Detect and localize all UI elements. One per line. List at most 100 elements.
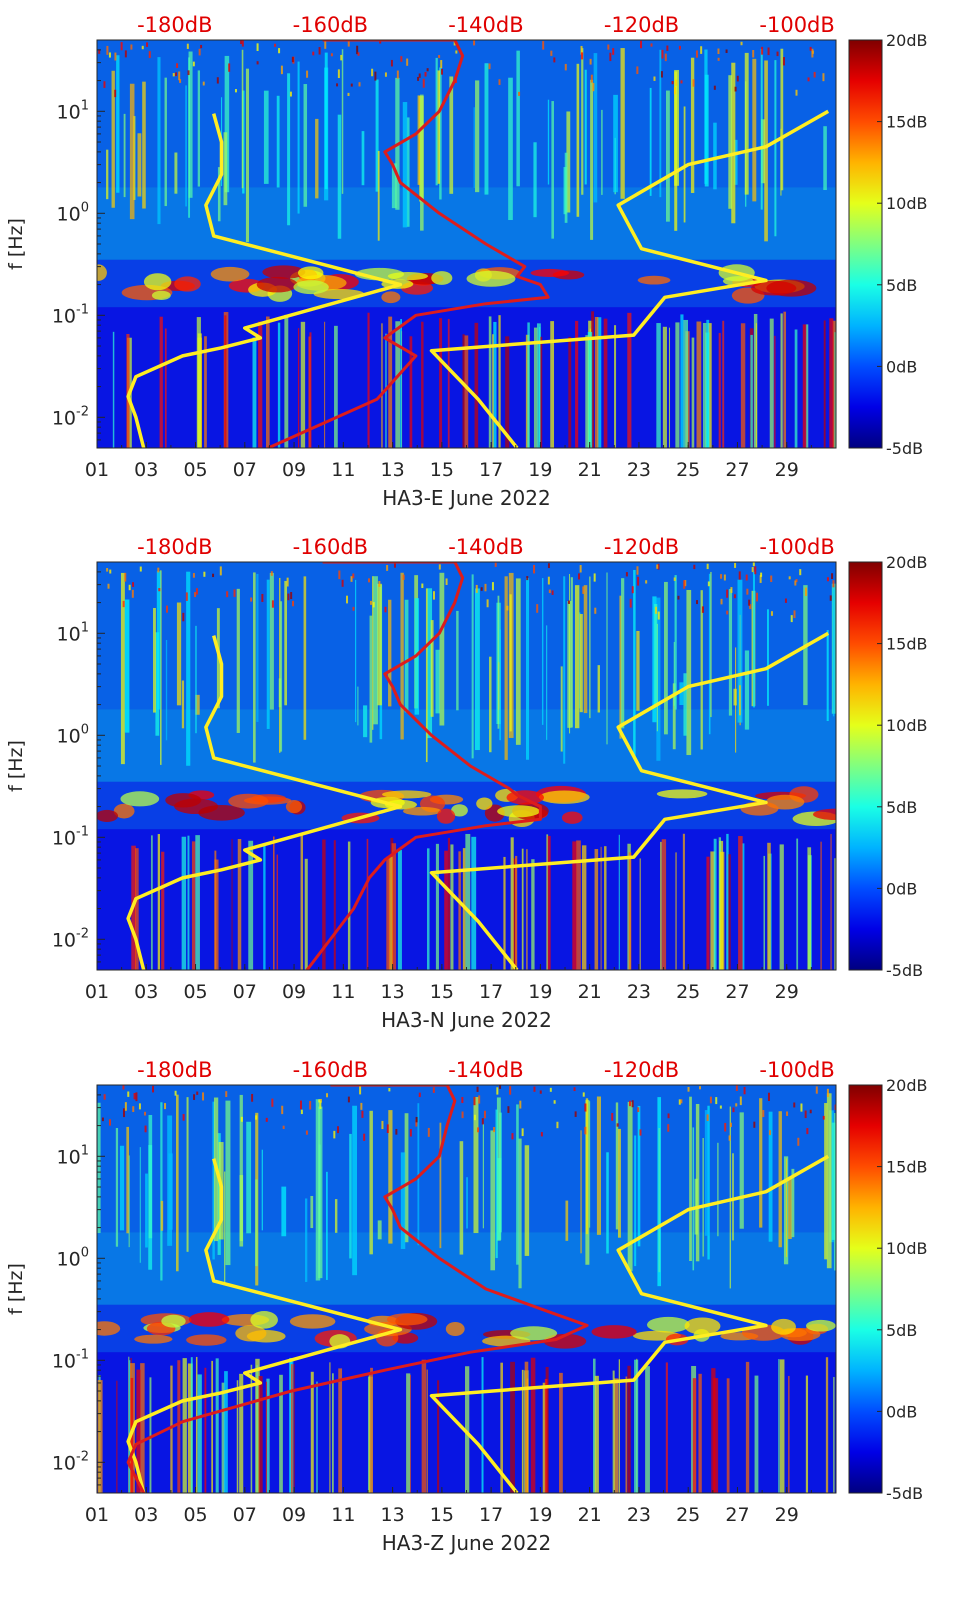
x-tick-label: 21 [578, 459, 602, 481]
top-axis-tick-label: -180dB [137, 535, 212, 559]
curve-psd-median [305, 562, 542, 970]
x-tick-label: 17 [479, 459, 503, 481]
top-axis-tick-label: -140dB [448, 1058, 523, 1082]
colorbar [848, 1084, 883, 1494]
x-tick-label: 23 [627, 459, 651, 481]
x-tick-label: 07 [233, 459, 257, 481]
colorbar-tick-label: 20dB [886, 553, 928, 572]
y-axis-label: f [Hz] [5, 1263, 27, 1315]
y-tick-label: 10-1 [52, 824, 89, 849]
y-tick-label: 100 [57, 1245, 89, 1270]
curve-low-noise-model [126, 1158, 403, 1493]
x-tick-label: 03 [134, 981, 158, 1003]
top-axis-tick-label: -160dB [293, 13, 368, 37]
x-tick-label: 17 [479, 1504, 503, 1526]
x-tick-label: 15 [430, 981, 454, 1003]
colorbar-tick-label: 10dB [886, 1239, 928, 1258]
panel-n: 01 03 05 07 09 11 13 15 17 19 21 23 25 27 29 HA3-N June… [5, 535, 928, 1032]
top-axis-tick-label: -120dB [604, 535, 679, 559]
x-tick-label: 09 [282, 1504, 306, 1526]
x-tick-label: 27 [725, 459, 749, 481]
top-axis-tick-label: -160dB [293, 535, 368, 559]
x-tick-label: 11 [331, 981, 355, 1003]
colorbar-tick-label: -5dB [886, 961, 923, 980]
top-axis-tick-label: -100dB [759, 1058, 834, 1082]
x-axis-label: HA3-Z June 2022 [382, 1531, 552, 1555]
y-tick-label: 101 [57, 1143, 89, 1168]
x-tick-label: 23 [627, 981, 651, 1003]
x-tick-label: 19 [528, 459, 552, 481]
top-axis-tick-label: -120dB [604, 13, 679, 37]
x-tick-label: 05 [183, 459, 207, 481]
y-tick-label: 10-1 [52, 1347, 89, 1372]
colorbar-tick-label: 0dB [886, 879, 917, 898]
top-axis-tick-label: -100dB [759, 535, 834, 559]
panel-z: 01 03 05 07 09 11 13 15 17 19 21 23 25 27 29 HA3-Z June… [5, 1058, 928, 1555]
x-tick-label: 29 [775, 1504, 799, 1526]
y-axis-label: f [Hz] [5, 218, 27, 270]
x-tick-label: 17 [479, 981, 503, 1003]
x-tick-label: 01 [85, 981, 109, 1003]
x-tick-label: 13 [381, 459, 405, 481]
x-tick-label: 19 [528, 1504, 552, 1526]
x-tick-label: 25 [676, 981, 700, 1003]
y-tick-label: 10-1 [52, 302, 89, 327]
curve-high-noise-model [429, 109, 830, 448]
y-tick-label: 10-2 [52, 404, 89, 429]
y-axis-label: f [Hz] [5, 740, 27, 792]
colorbar-tick-label: 20dB [886, 1076, 928, 1095]
y-tick-label: 101 [57, 98, 89, 123]
x-tick-label: 19 [528, 981, 552, 1003]
top-axis-tick-label: -180dB [137, 1058, 212, 1082]
colorbar-tick-label: 15dB [886, 113, 928, 132]
y-tick-label: 101 [57, 620, 89, 645]
x-tick-label: 29 [775, 459, 799, 481]
x-tick-label: 05 [183, 981, 207, 1003]
colorbar-tick-label: 5dB [886, 276, 917, 295]
x-tick-label: 15 [430, 459, 454, 481]
colorbar-tick-label: 20dB [886, 31, 928, 50]
colorbar-tick-label: -5dB [886, 439, 923, 458]
curve-psd-median [267, 40, 550, 448]
x-tick-label: 07 [233, 1504, 257, 1526]
colorbar-tick-label: 15dB [886, 635, 928, 654]
y-tick-label: 10-2 [52, 1449, 89, 1474]
x-tick-label: 27 [725, 1504, 749, 1526]
colorbar [848, 561, 883, 971]
x-tick-label: 25 [676, 459, 700, 481]
top-axis-tick-label: -160dB [293, 1058, 368, 1082]
top-axis-tick-label: -120dB [604, 1058, 679, 1082]
x-tick-label: 13 [381, 981, 405, 1003]
x-tick-label: 21 [578, 981, 602, 1003]
spectrogram-field [97, 562, 836, 970]
x-tick-label: 13 [381, 1504, 405, 1526]
top-axis-tick-label: -140dB [448, 13, 523, 37]
y-tick-label: 10-2 [52, 926, 89, 951]
colorbar-tick-label: 15dB [886, 1158, 928, 1177]
curve-high-noise-model [429, 631, 830, 970]
x-tick-label: 23 [627, 1504, 651, 1526]
x-tick-label: 09 [282, 981, 306, 1003]
curve-low-noise-model [126, 635, 403, 970]
colorbar-tick-label: 0dB [886, 357, 917, 376]
top-axis-tick-label: -140dB [448, 535, 523, 559]
x-tick-label: 27 [725, 981, 749, 1003]
curve-low-noise-model [126, 113, 403, 448]
top-axis-tick-label: -180dB [137, 13, 212, 37]
top-axis-tick-label: -100dB [759, 13, 834, 37]
x-tick-label: 03 [134, 459, 158, 481]
x-tick-label: 01 [85, 459, 109, 481]
curve-high-noise-model [429, 1154, 830, 1493]
x-tick-label: 11 [331, 1504, 355, 1526]
x-tick-label: 07 [233, 981, 257, 1003]
x-tick-label: 25 [676, 1504, 700, 1526]
colorbar [848, 39, 883, 449]
colorbar-tick-label: 10dB [886, 716, 928, 735]
y-tick-label: 100 [57, 200, 89, 225]
x-tick-label: 29 [775, 981, 799, 1003]
y-tick-label: 100 [57, 722, 89, 747]
colorbar-tick-label: -5dB [886, 1484, 923, 1503]
panel-e: 01 03 05 07 09 11 13 15 17 19 21 23 25 27 29 HA3-E June… [5, 13, 928, 510]
spectrogram-field [97, 1085, 836, 1493]
